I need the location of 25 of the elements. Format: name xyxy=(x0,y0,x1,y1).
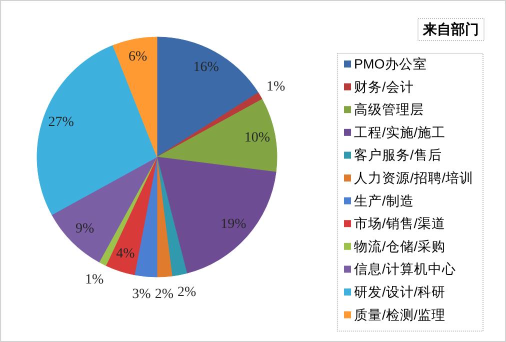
legend-label: PMO办公室 xyxy=(354,56,427,72)
legend-label: 财务/会计 xyxy=(354,79,414,94)
legend-label: 信息/计算机中心 xyxy=(354,262,456,277)
legend-label: 市场/销售/渠道 xyxy=(354,216,446,232)
data-label: 16% xyxy=(193,60,220,76)
data-label: 19% xyxy=(220,216,247,232)
data-label: 3% xyxy=(132,286,152,302)
data-label: 6% xyxy=(128,49,148,64)
data-label: 1% xyxy=(266,79,286,94)
data-label: 2% xyxy=(154,287,174,302)
legend-label: 高级管理层 xyxy=(354,102,424,118)
data-label: 10% xyxy=(244,130,270,146)
data-label: 9% xyxy=(76,222,95,237)
legend-label: 客户服务/售后 xyxy=(354,148,442,163)
data-label: 1% xyxy=(85,272,104,288)
data-label: 4% xyxy=(116,246,136,262)
data-label: 2% xyxy=(178,285,197,300)
legend-label: 工程/实施/施工 xyxy=(354,124,446,140)
legend-label: 生产/制造 xyxy=(354,193,414,208)
data-label: 27% xyxy=(48,114,74,130)
legend-label: 物流/仓储/采购 xyxy=(354,238,446,254)
legend-label: 人力资源/招聘/培训 xyxy=(354,170,474,186)
legend-label: 研发/设计/科研 xyxy=(354,284,446,300)
legend-title: 来自部门 xyxy=(422,21,479,37)
legend-label: 质量/检测/监理 xyxy=(354,307,446,322)
